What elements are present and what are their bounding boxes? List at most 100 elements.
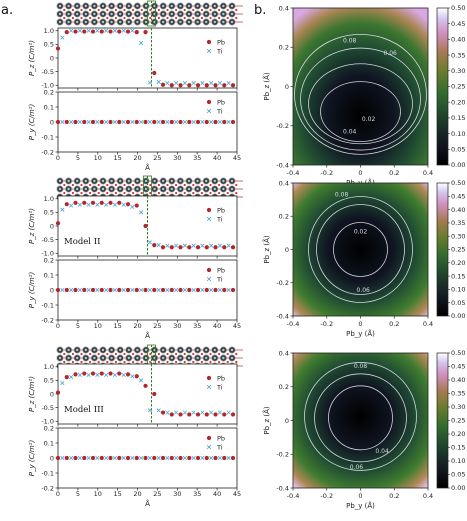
ti-point — [112, 372, 117, 377]
o-atom — [200, 16, 203, 20]
o-atom — [71, 360, 74, 364]
x-tick-label: 45 — [233, 322, 241, 330]
colorbar-tick-label: 0.25 — [451, 246, 465, 254]
pb-point — [90, 287, 96, 293]
pb-point — [187, 287, 192, 293]
pb-point — [152, 242, 157, 248]
ti-point — [60, 35, 65, 40]
ti-atom — [84, 187, 88, 191]
pb-point — [152, 119, 157, 125]
ti-point — [60, 455, 65, 461]
y-tick-label: 0.2 — [44, 88, 54, 96]
o-atom — [183, 360, 186, 364]
o-atom — [218, 8, 221, 12]
ti-atom — [144, 12, 148, 16]
x-tick-label: 0.2 — [389, 320, 399, 328]
pb-point — [64, 29, 69, 35]
y-tick-label: 0.1 — [44, 439, 54, 447]
x-tick-label: 5 — [76, 490, 80, 498]
ti-point — [174, 287, 179, 293]
pb-point — [134, 203, 139, 208]
pb-point — [152, 287, 157, 293]
ti-atom — [179, 356, 182, 360]
ti-atom — [119, 4, 122, 8]
ti-atom — [205, 12, 208, 16]
ti-point — [147, 287, 152, 293]
ti-atom — [213, 4, 216, 8]
contour-0.04 — [308, 63, 413, 145]
legend-ti-marker — [206, 48, 212, 54]
o-atom — [166, 183, 169, 187]
y-tick-label: -0.2 — [41, 148, 54, 156]
x-tick-label: -0.2 — [320, 320, 333, 328]
pb-point — [117, 371, 122, 376]
o-atom — [209, 191, 212, 195]
energy-map: 0.020.060.08-0.4-0.4-0.2-0.2000.20.20.40… — [262, 179, 465, 338]
y-tick-label: 0 — [50, 390, 54, 398]
o-atom — [89, 352, 92, 356]
ti-point — [191, 410, 196, 415]
o-atom — [149, 191, 152, 195]
y-tick-label: -0.1 — [41, 301, 54, 309]
ti-point — [139, 40, 144, 46]
ti-point — [226, 455, 231, 461]
o-atom — [149, 360, 152, 364]
o-atom — [166, 352, 169, 356]
colorbar-tick-label: 0.15 — [451, 272, 465, 280]
y-tick-label: 1.0 — [44, 27, 54, 35]
colorbar-tick-label: 0.45 — [451, 20, 465, 28]
y-tick-label: 1.0 — [44, 195, 54, 203]
pb-point — [73, 287, 78, 293]
o-atom — [123, 183, 126, 187]
contour-label: 0.04 — [343, 129, 357, 136]
legend-pb-marker — [206, 267, 212, 273]
o-atom — [175, 352, 178, 356]
contour-label: 0.08 — [343, 38, 357, 45]
ti-atom — [101, 348, 105, 352]
pb-point — [143, 383, 148, 388]
x-tick-label: -0.4 — [287, 169, 300, 177]
o-atom — [157, 360, 160, 364]
ti-point — [104, 28, 109, 33]
ti-point — [182, 455, 187, 461]
pb-point — [99, 371, 104, 376]
y-tick-label: -0.2 — [41, 484, 54, 492]
ti-point — [86, 28, 91, 33]
y-tick-label: 0.4 — [279, 349, 289, 357]
ti-atom — [93, 4, 96, 8]
ti-atom — [213, 179, 216, 183]
ti-atom — [179, 20, 182, 24]
o-atom — [149, 183, 152, 187]
ti-point — [86, 119, 91, 125]
o-atom — [226, 191, 229, 195]
o-atom — [80, 16, 83, 20]
pb-point — [195, 287, 201, 293]
energy-map: 0.040.060.08-0.4-0.4-0.2-0.2000.20.20.40… — [262, 349, 465, 510]
pb-point — [143, 29, 148, 35]
o-atom — [132, 8, 135, 12]
ti-point — [95, 287, 100, 293]
y-tick-label: 0.2 — [279, 213, 289, 221]
ti-atom — [67, 12, 70, 16]
colorbar-tick-label: 0.45 — [451, 193, 465, 201]
ti-atom — [76, 179, 79, 183]
colorbar-tick-label: 0.40 — [451, 36, 465, 44]
o-atom — [132, 16, 135, 20]
x-tick-label: 0 — [56, 322, 60, 330]
ti-atom — [144, 20, 148, 24]
ti-atom — [196, 356, 199, 360]
o-atom — [175, 183, 178, 187]
x-tick-label: 10 — [94, 154, 102, 162]
ti-atom — [170, 179, 173, 183]
o-atom — [80, 360, 83, 364]
o-atom — [132, 183, 135, 187]
contour-0.08 — [304, 362, 417, 471]
y-tick-label: 0.2 — [44, 424, 54, 432]
ti-atom — [187, 179, 191, 183]
ti-atom — [162, 12, 165, 16]
ti-atom — [76, 20, 79, 24]
contour-0.06 — [300, 47, 421, 151]
x-tick-label: 30 — [173, 322, 181, 330]
o-atom — [200, 191, 203, 195]
ti-atom — [213, 356, 216, 360]
